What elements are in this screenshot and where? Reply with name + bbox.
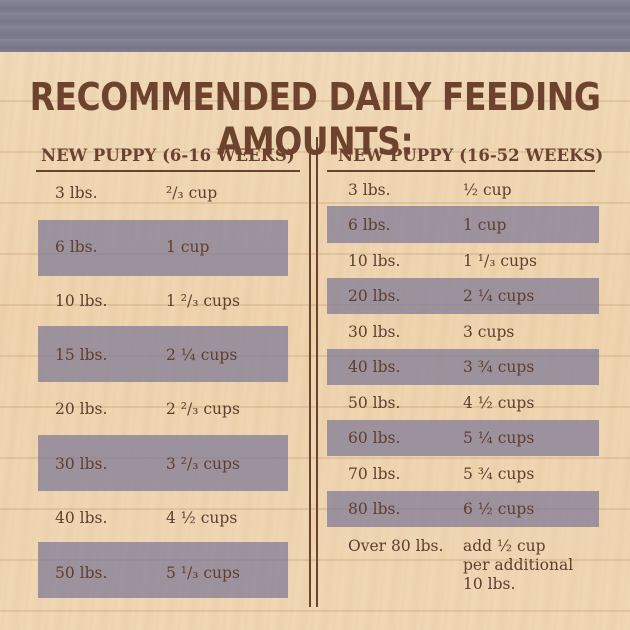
row-amount: 1 ²/₃ cups <box>166 292 240 310</box>
row-weight: 10 lbs. <box>348 252 401 270</box>
row-weight: 3 lbs. <box>348 181 391 199</box>
divider-line-right <box>316 137 318 607</box>
row-amount: 5 ¹/₃ cups <box>166 564 240 582</box>
top-wood-band <box>0 0 630 52</box>
row-shade-band <box>327 420 599 456</box>
row-weight: 6 lbs. <box>348 216 391 234</box>
row-amount: 1 cup <box>463 216 507 234</box>
row-shade-band <box>327 349 599 385</box>
row-amount: 1 ¹/₃ cups <box>463 252 537 270</box>
row-weight: 10 lbs. <box>55 292 108 310</box>
row-weight: 50 lbs. <box>348 394 401 412</box>
row-weight: 30 lbs. <box>348 323 401 341</box>
row-amount: 5 ¾ cups <box>463 465 535 483</box>
row-weight: 70 lbs. <box>348 465 401 483</box>
row-amount: 2 ¼ cups <box>463 287 535 305</box>
row-amount: 3 ²/₃ cups <box>166 455 240 473</box>
row-weight: 3 lbs. <box>55 184 98 202</box>
row-amount: 4 ½ cups <box>166 509 238 527</box>
row-shade-band <box>327 206 599 243</box>
row-amount-note: add ½ cup per additional 10 lbs. <box>463 537 574 593</box>
row-amount: ²/₃ cup <box>166 184 218 202</box>
divider-line-left <box>309 137 311 607</box>
row-weight: 50 lbs. <box>55 564 108 582</box>
row-weight: 30 lbs. <box>55 455 108 473</box>
row-weight: 6 lbs. <box>55 238 98 256</box>
page-title: RECOMMENDED DAILY FEEDING AMOUNTS: <box>29 74 601 164</box>
row-shade-band <box>327 278 599 314</box>
row-amount: 2 ²/₃ cups <box>166 400 240 418</box>
row-amount: 5 ¼ cups <box>463 429 535 447</box>
row-amount: 6 ½ cups <box>463 500 535 518</box>
row-amount: ½ cup <box>463 181 512 199</box>
row-weight: 80 lbs. <box>348 500 401 518</box>
row-shade-band <box>38 435 288 491</box>
row-weight: 20 lbs. <box>55 400 108 418</box>
row-amount: 4 ½ cups <box>463 394 535 412</box>
left-column-header: NEW PUPPY (6-16 WEEKS) <box>41 146 295 165</box>
row-amount: 3 ¾ cups <box>463 358 535 376</box>
right-column-header: NEW PUPPY (16-52 WEEKS) <box>338 146 604 165</box>
row-amount: 2 ¼ cups <box>166 346 238 364</box>
row-amount: 1 cup <box>166 238 210 256</box>
right-header-underline <box>327 170 595 172</box>
row-shade-band <box>38 326 288 382</box>
row-weight: 40 lbs. <box>55 509 108 527</box>
row-amount: 3 cups <box>463 323 515 341</box>
left-header-underline <box>36 170 300 172</box>
row-weight: 20 lbs. <box>348 287 401 305</box>
row-weight: Over 80 lbs. <box>348 537 444 555</box>
row-weight: 40 lbs. <box>348 358 401 376</box>
row-shade-band <box>38 220 288 276</box>
row-weight: 60 lbs. <box>348 429 401 447</box>
row-shade-band <box>38 542 288 598</box>
row-shade-band <box>327 491 599 527</box>
row-weight: 15 lbs. <box>55 346 108 364</box>
